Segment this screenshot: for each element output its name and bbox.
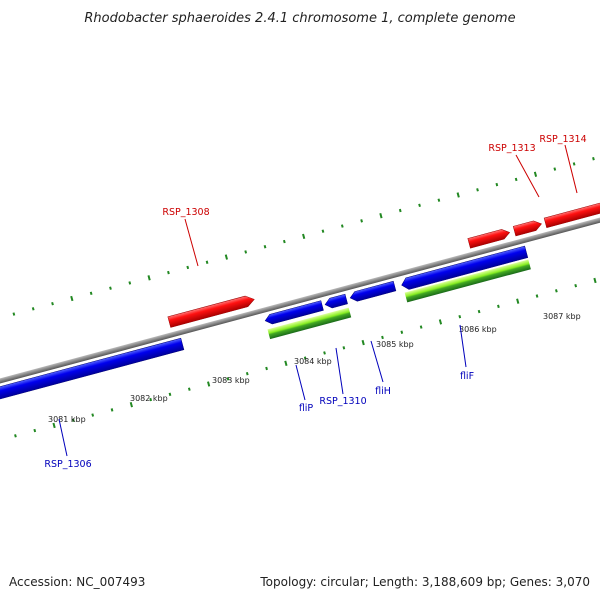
scale-label-3081: 3081 kbp	[48, 415, 86, 424]
scale-label-3082: 3082 kbp	[130, 394, 168, 403]
genome-backbone	[0, 184, 600, 412]
gene-label-rsp1314[interactable]: RSP_1314	[539, 134, 586, 145]
gene-label-flif[interactable]: fliF	[460, 371, 474, 382]
leader-line-rsp1314	[564, 144, 578, 194]
scale-label-3086: 3086 kbp	[459, 325, 497, 334]
feature-bar-flif	[404, 259, 531, 303]
leader-line-flip	[295, 364, 306, 401]
gene-label-rsp1308[interactable]: RSP_1308	[162, 207, 209, 218]
gene-rsp1306-arrow[interactable]	[0, 337, 185, 417]
gene-label-flip[interactable]: fliP	[299, 403, 314, 414]
scale-label-3087: 3087 kbp	[543, 312, 581, 321]
outer-tick-row	[12, 157, 595, 316]
feature-bar-flip	[267, 307, 352, 340]
scale-label-3084: 3084 kbp	[294, 357, 332, 366]
leader-line-rsp1313	[515, 154, 540, 198]
gene-offscreen-arrow[interactable]	[543, 196, 600, 228]
gene-label-rsp1310[interactable]: RSP_1310	[319, 396, 366, 407]
gene-flih-arrow[interactable]	[349, 280, 397, 303]
gene-label-rsp1306[interactable]: RSP_1306	[44, 459, 91, 470]
gene-label-rsp1313[interactable]: RSP_1313	[488, 143, 535, 154]
accession-text: Accession: NC_007493	[9, 575, 145, 589]
map-title: Rhodobacter sphaeroides 2.4.1 chromosome…	[84, 11, 515, 26]
gene-rsp1313-arrow[interactable]	[467, 228, 511, 249]
inner-tick-row	[14, 277, 597, 438]
gene-rsp1310-arrow[interactable]	[324, 293, 348, 309]
leader-line-rsp1308	[184, 218, 199, 267]
topology-text: Topology: circular; Length: 3,188,609 bp…	[259, 575, 590, 589]
gene-flip-arrow[interactable]	[264, 300, 324, 326]
gene-label-flih[interactable]: fliH	[375, 386, 391, 397]
leader-line-flif	[459, 324, 467, 368]
leader-line-rsp1310	[335, 347, 344, 395]
leader-line-rsp1306	[58, 418, 68, 457]
scale-label-3083: 3083 kbp	[212, 376, 250, 385]
scale-label-3085: 3085 kbp	[376, 340, 414, 349]
gene-flif-arrow[interactable]	[400, 245, 529, 291]
gene-rsp1314-arrow[interactable]	[512, 219, 543, 237]
leader-line-flih	[370, 340, 384, 383]
gene-rsp1308-arrow[interactable]	[167, 294, 256, 328]
